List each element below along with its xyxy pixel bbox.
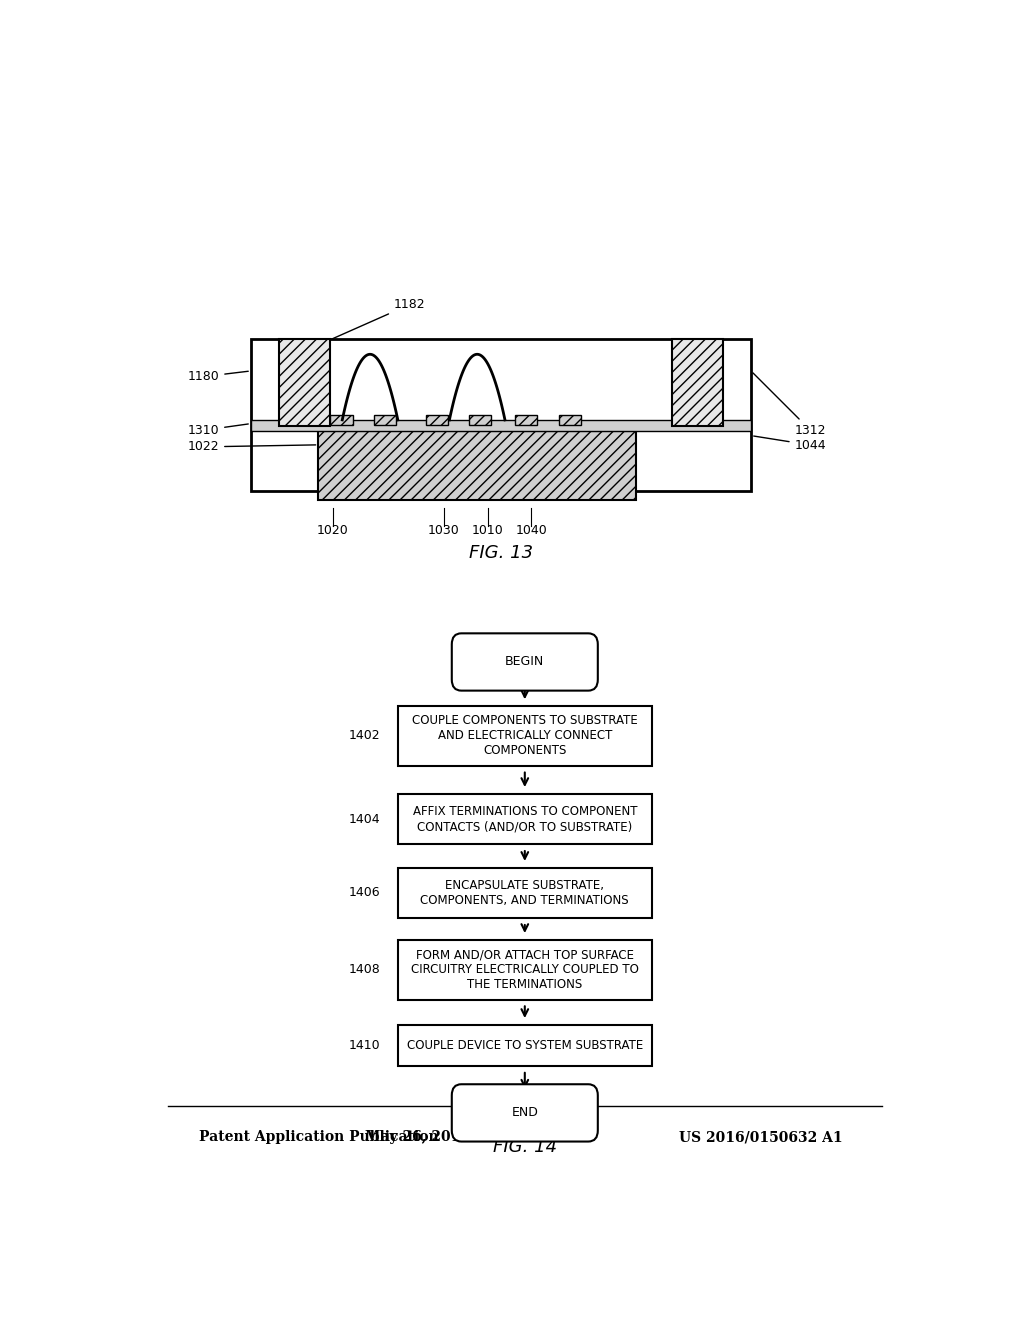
Bar (331, 416, 352, 425)
Text: 1180: 1180 (187, 370, 248, 383)
Text: May 26, 2016  Sheet 7 of 8: May 26, 2016 Sheet 7 of 8 (366, 1130, 573, 1144)
Text: 1040: 1040 (515, 524, 547, 536)
Bar (251, 420, 751, 430)
Bar (397, 793, 651, 845)
Bar (426, 416, 447, 425)
Text: BEGIN: BEGIN (505, 656, 545, 668)
Text: 1044: 1044 (754, 436, 826, 451)
Text: COUPLE COMPONENTS TO SUBSTRATE
AND ELECTRICALLY CONNECT
COMPONENTS: COUPLE COMPONENTS TO SUBSTRATE AND ELECT… (412, 714, 638, 758)
Text: 1182: 1182 (325, 298, 426, 342)
Bar (397, 1024, 651, 1067)
Text: END: END (511, 1106, 539, 1119)
FancyBboxPatch shape (452, 634, 598, 690)
Text: AFFIX TERMINATIONS TO COMPONENT
CONTACTS (AND/OR TO SUBSTRATE): AFFIX TERMINATIONS TO COMPONENT CONTACTS… (413, 805, 637, 833)
Text: 1410: 1410 (349, 1039, 380, 1052)
Text: 1010: 1010 (472, 524, 504, 536)
Bar (374, 416, 396, 425)
Text: 1312: 1312 (753, 372, 826, 437)
Bar (397, 706, 651, 766)
Bar (469, 416, 492, 425)
FancyBboxPatch shape (452, 1084, 598, 1142)
Text: FORM AND/OR ATTACH TOP SURFACE
CIRCUITRY ELECTRICALLY COUPLED TO
THE TERMINATION: FORM AND/OR ATTACH TOP SURFACE CIRCUITRY… (411, 948, 639, 991)
Bar (251, 339, 751, 491)
Text: 1404: 1404 (349, 813, 380, 825)
Text: 1022: 1022 (187, 441, 315, 453)
Text: 1020: 1020 (316, 524, 348, 536)
Text: 1030: 1030 (428, 524, 460, 536)
Text: 1406: 1406 (349, 887, 380, 899)
Bar (279, 339, 331, 426)
Text: FIG. 14: FIG. 14 (493, 1138, 557, 1156)
Text: 1408: 1408 (348, 964, 380, 977)
Text: US 2016/0150632 A1: US 2016/0150632 A1 (679, 1130, 842, 1144)
Bar (515, 416, 538, 425)
Bar (559, 416, 582, 425)
Text: 1310: 1310 (187, 424, 248, 437)
Text: 1402: 1402 (349, 730, 380, 742)
Text: Patent Application Publication: Patent Application Publication (200, 1130, 439, 1144)
Text: ENCAPSULATE SUBSTRATE,
COMPONENTS, AND TERMINATIONS: ENCAPSULATE SUBSTRATE, COMPONENTS, AND T… (421, 879, 629, 907)
Bar (672, 339, 723, 426)
Bar (318, 430, 636, 500)
Text: FIG. 13: FIG. 13 (469, 544, 534, 561)
Bar (397, 867, 651, 919)
Bar (397, 940, 651, 999)
Text: COUPLE DEVICE TO SYSTEM SUBSTRATE: COUPLE DEVICE TO SYSTEM SUBSTRATE (407, 1039, 643, 1052)
